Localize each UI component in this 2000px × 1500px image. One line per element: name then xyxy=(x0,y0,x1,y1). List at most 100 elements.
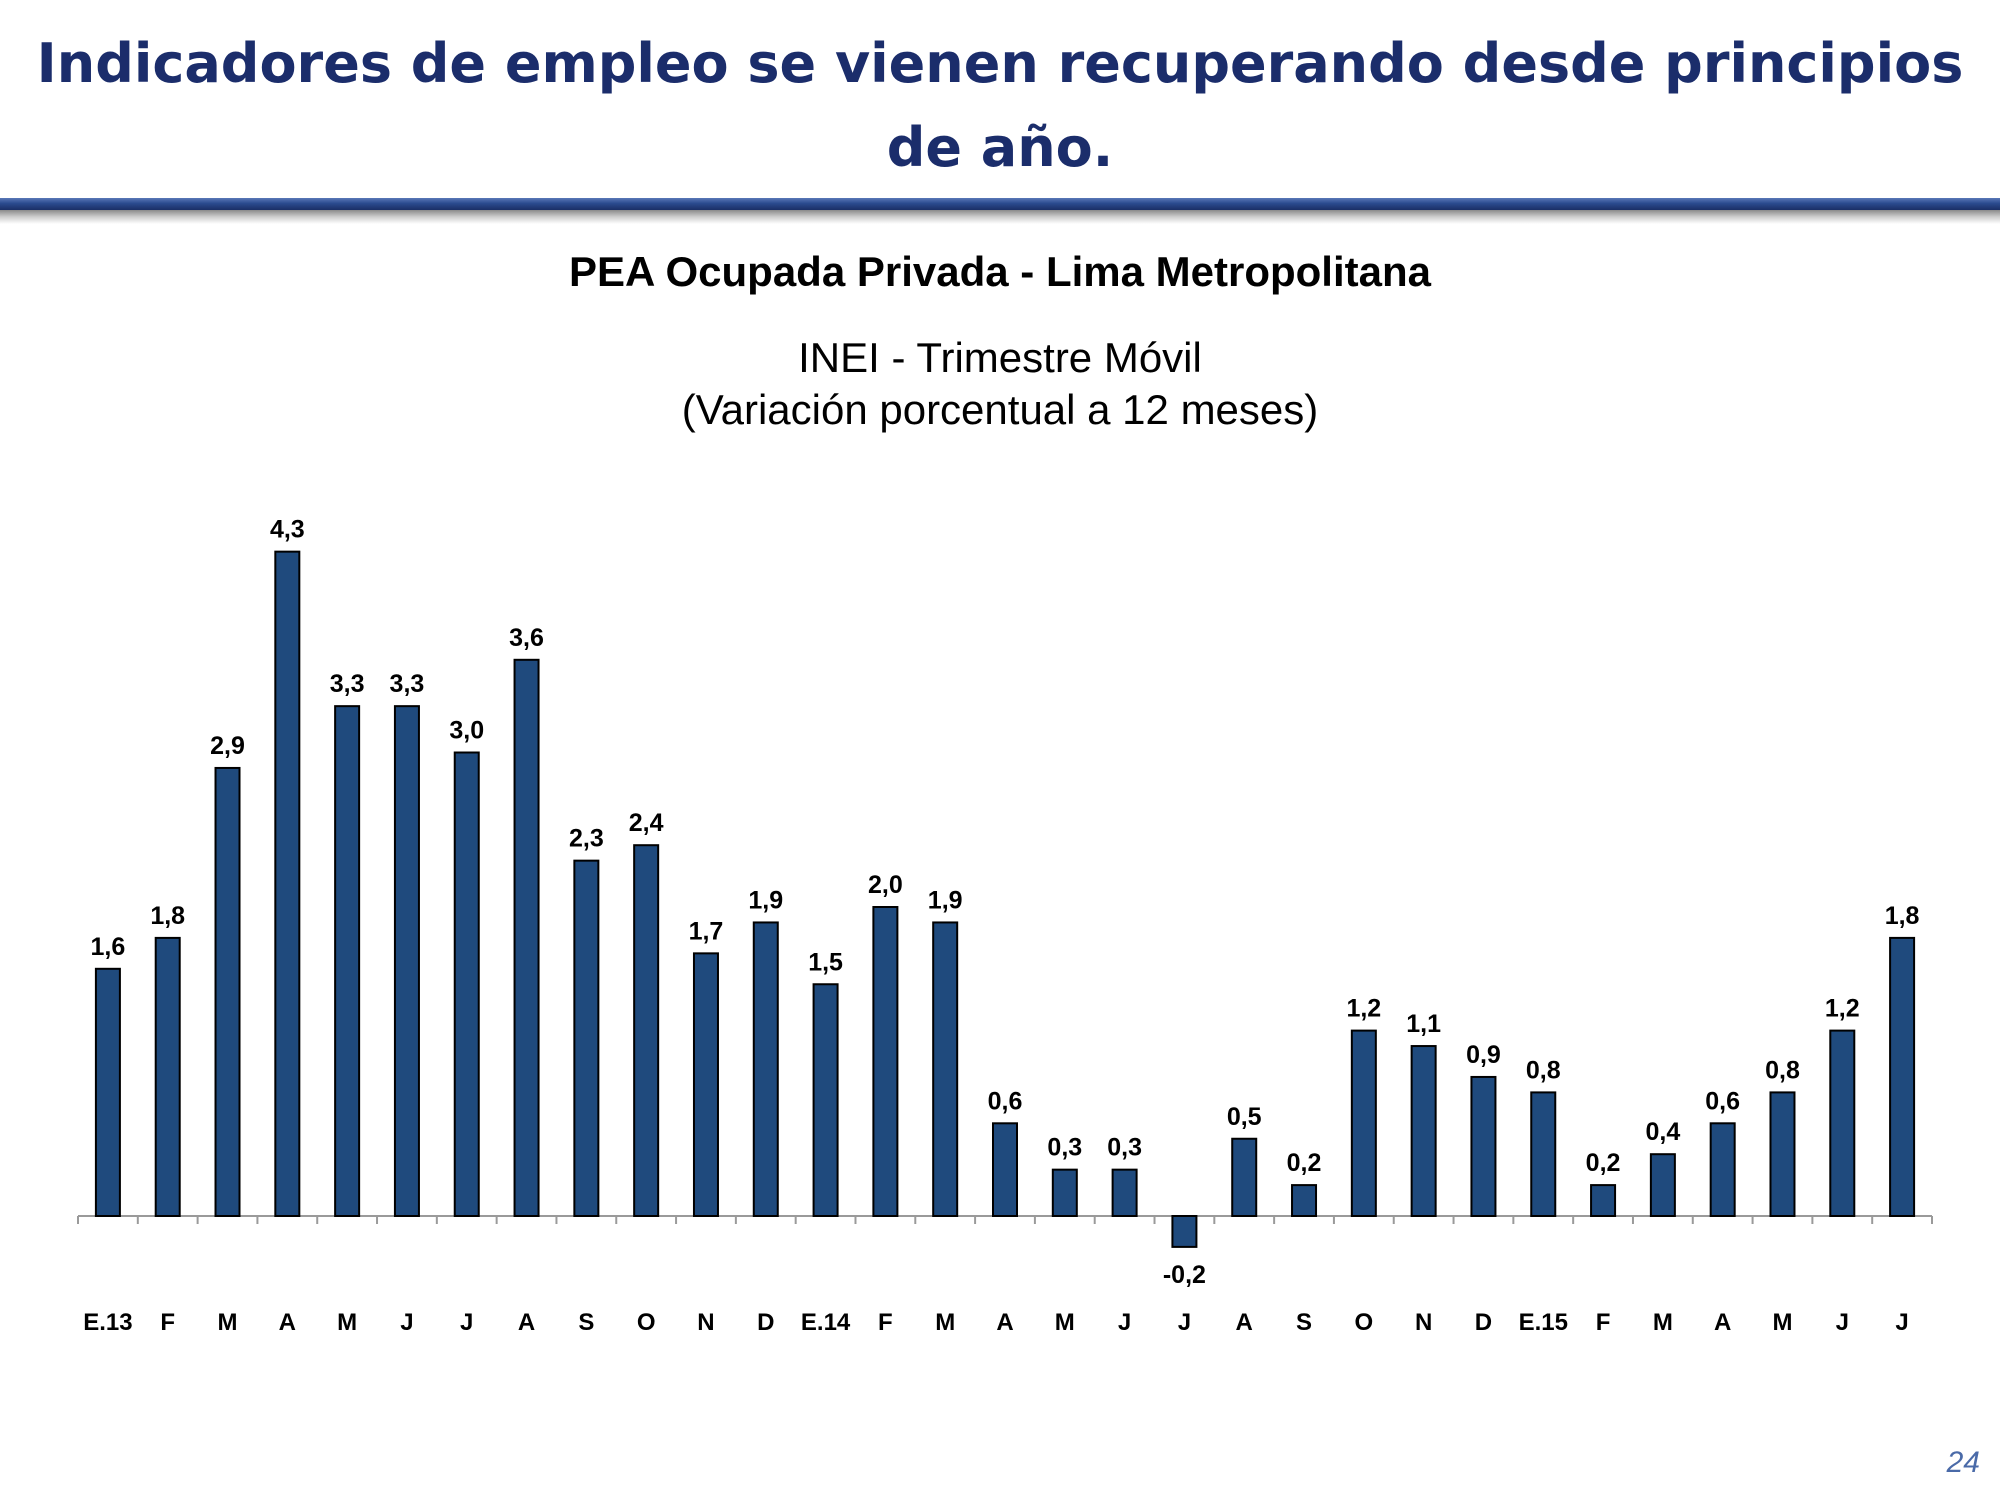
chart-subtitle-source: INEI - Trimestre Móvil xyxy=(798,334,1202,381)
x-tick-label: M xyxy=(935,1309,955,1336)
bar xyxy=(1769,1091,1796,1218)
x-tick-label: D xyxy=(1475,1309,1492,1336)
data-label: 0,4 xyxy=(1645,1118,1680,1146)
bar xyxy=(692,952,719,1217)
data-label: 1,8 xyxy=(1885,902,1920,930)
data-label: 1,7 xyxy=(689,917,724,945)
bar xyxy=(1111,1168,1138,1218)
chart-subtitle-units: (Variación porcentual a 12 meses) xyxy=(681,386,1319,433)
x-tick-label: E.14 xyxy=(801,1309,851,1336)
page-number: 24 xyxy=(1946,1446,1980,1479)
bar xyxy=(1470,1075,1497,1217)
x-tick-label: J xyxy=(1836,1309,1849,1336)
bar xyxy=(513,658,540,1217)
data-label: 3,0 xyxy=(449,717,484,745)
bar xyxy=(453,751,480,1217)
bar xyxy=(1410,1045,1437,1218)
x-tick-label: A xyxy=(1714,1309,1731,1336)
x-tick-label: O xyxy=(637,1309,656,1336)
data-label: 2,3 xyxy=(569,825,604,853)
x-tick-label: M xyxy=(218,1309,238,1336)
data-label: 1,8 xyxy=(150,902,185,930)
bar xyxy=(573,859,600,1218)
data-label: 2,9 xyxy=(210,732,245,760)
x-tick-label: S xyxy=(578,1309,594,1336)
x-tick-label: N xyxy=(1415,1309,1432,1336)
data-label: 0,3 xyxy=(1107,1134,1142,1162)
data-label: 0,3 xyxy=(1047,1134,1082,1162)
data-label: 0,8 xyxy=(1765,1056,1800,1084)
bar xyxy=(393,705,420,1218)
x-tick-label: E.15 xyxy=(1519,1309,1568,1336)
x-tick-label: J xyxy=(1118,1309,1131,1336)
data-label: 0,6 xyxy=(988,1087,1023,1115)
bar xyxy=(1649,1153,1676,1217)
bar xyxy=(274,550,301,1217)
x-tick-label: A xyxy=(996,1309,1013,1336)
data-label: 0,2 xyxy=(1287,1149,1322,1177)
x-tick-label: N xyxy=(697,1309,714,1336)
title-rule-shadow xyxy=(0,210,2000,224)
bar xyxy=(1350,1029,1377,1217)
bar xyxy=(1171,1215,1198,1248)
data-label: 0,9 xyxy=(1466,1041,1501,1069)
data-label: 3,6 xyxy=(509,624,544,652)
bar xyxy=(214,766,241,1217)
bar xyxy=(1530,1091,1557,1218)
data-label: 0,5 xyxy=(1227,1103,1262,1131)
bar xyxy=(1889,936,1916,1218)
x-tick-label: M xyxy=(1055,1309,1075,1336)
data-label: 3,3 xyxy=(330,670,365,698)
x-tick-label: F xyxy=(1596,1309,1611,1336)
x-tick-label: O xyxy=(1355,1309,1374,1336)
bar xyxy=(1291,1184,1318,1217)
data-label: 1,9 xyxy=(748,886,783,914)
bar xyxy=(154,936,181,1218)
x-tick-label: J xyxy=(1895,1309,1908,1336)
bar xyxy=(1231,1137,1258,1217)
data-label: 0,6 xyxy=(1705,1087,1740,1115)
x-tick-label: A xyxy=(279,1309,296,1336)
bar xyxy=(752,921,779,1217)
data-label: 3,3 xyxy=(390,670,425,698)
x-tick-label: D xyxy=(757,1309,774,1336)
bar xyxy=(1829,1029,1856,1217)
x-tick-label: J xyxy=(460,1309,473,1336)
data-label: 2,4 xyxy=(629,809,664,837)
x-tick-label: E.13 xyxy=(83,1309,132,1336)
x-tick-label: A xyxy=(1236,1309,1253,1336)
data-label: 1,2 xyxy=(1825,995,1860,1023)
x-tick-label: F xyxy=(160,1309,175,1336)
data-label: 0,8 xyxy=(1526,1056,1561,1084)
data-label: 1,2 xyxy=(1346,995,1381,1023)
bar xyxy=(872,906,899,1217)
bar xyxy=(1590,1184,1617,1217)
bar xyxy=(992,1122,1018,1218)
data-label: 2,0 xyxy=(868,871,903,899)
x-tick-label: M xyxy=(1772,1309,1792,1336)
data-label: 4,3 xyxy=(270,516,305,544)
x-tick-label: M xyxy=(1653,1309,1673,1336)
data-label: 1,5 xyxy=(808,948,843,976)
data-label: 1,9 xyxy=(928,886,963,914)
data-label: 1,1 xyxy=(1406,1010,1441,1038)
bar xyxy=(94,967,121,1217)
x-tick-label: S xyxy=(1296,1309,1312,1336)
x-tick-label: J xyxy=(1178,1309,1191,1336)
title-rule xyxy=(0,198,2000,210)
x-tick-label: F xyxy=(878,1309,893,1336)
bar xyxy=(812,983,839,1217)
data-label: 1,6 xyxy=(91,933,126,961)
bar xyxy=(334,705,361,1218)
data-label: -0,2 xyxy=(1163,1261,1206,1289)
x-tick-label: J xyxy=(400,1309,413,1336)
bar xyxy=(932,921,959,1217)
slide-title: Indicadores de empleo se vienen recupera… xyxy=(36,32,1964,179)
bar xyxy=(1709,1122,1736,1218)
chart-title: PEA Ocupada Privada - Lima Metropolitana xyxy=(569,248,1431,295)
data-label: 0,2 xyxy=(1586,1149,1621,1177)
bar xyxy=(1051,1168,1078,1218)
bar xyxy=(633,844,660,1217)
x-tick-label: M xyxy=(337,1309,357,1336)
